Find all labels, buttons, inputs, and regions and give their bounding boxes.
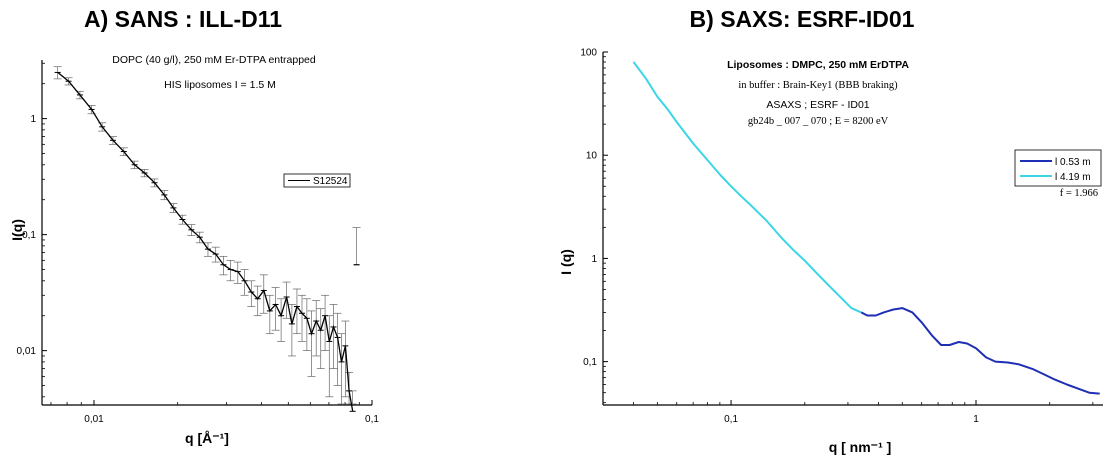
panel-b-series-line-1 bbox=[860, 307, 1100, 395]
panel-b-legend: l 0.53 m l 4.19 m bbox=[1014, 149, 1102, 187]
panel-b-y-label: I (q) bbox=[558, 249, 574, 275]
a-y-tick-label: 0,01 bbox=[17, 346, 37, 357]
panel-a-x-label: q [Å⁻¹] bbox=[185, 430, 229, 446]
panel-b-legend-label-1: l 0.53 m bbox=[1055, 157, 1091, 168]
panel-a-legend-box bbox=[283, 173, 351, 188]
panel-a-annotation-1: DOPC (40 g/l), 250 mM Er-DTPA entrapped bbox=[112, 54, 316, 66]
panel-a: A) SANS : ILL-D11 DOPC (40 g/l), 250 mM … bbox=[9, 6, 379, 446]
b-x-tick-label: 1 bbox=[973, 414, 979, 425]
panel-b-annotation-4: gb24b _ 007 _ 070 ; E = 8200 eV bbox=[748, 116, 889, 127]
panel-a-legend-label: S12524 bbox=[313, 176, 348, 187]
panel-a-x-axis-ticks: 0,01 0,1 bbox=[50, 400, 379, 425]
panel-a-legend: S12524 bbox=[283, 173, 351, 188]
panel-b-annotation-3: ASAXS ; ESRF - ID01 bbox=[766, 99, 869, 111]
panel-b-legend-label-2: l 4.19 m bbox=[1055, 172, 1091, 183]
panel-b-x-label: q [ nm⁻¹ ] bbox=[829, 439, 892, 455]
panel-b: B) SAXS: ESRF-ID01 Liposomes : DMPC, 250… bbox=[558, 6, 1103, 455]
a-y-tick-label: 1 bbox=[30, 114, 36, 125]
panel-b-legend-box bbox=[1014, 149, 1102, 187]
panel-b-series-line-2 bbox=[632, 61, 862, 314]
b-y-tick-label: 10 bbox=[586, 151, 598, 162]
panel-b-title: B) SAXS: ESRF-ID01 bbox=[690, 6, 915, 32]
panel-a-title: A) SANS : ILL-D11 bbox=[84, 6, 282, 32]
a-x-tick-label: 0,1 bbox=[365, 414, 379, 425]
b-y-tick-label: 0,1 bbox=[583, 357, 597, 368]
panel-b-annotation-2: in buffer : Brain-Key1 (BBB braking) bbox=[738, 80, 898, 91]
a-x-tick-label: 0,01 bbox=[84, 414, 104, 425]
b-y-tick-label: 1 bbox=[591, 254, 597, 265]
panel-a-y-label: I(q) bbox=[9, 219, 25, 241]
panel-b-x-axis-ticks: 0,1 1 bbox=[633, 400, 1094, 425]
panel-b-series bbox=[632, 61, 1100, 395]
panel-b-annotation-5: f = 1.966 bbox=[1060, 188, 1098, 199]
panel-a-series bbox=[53, 66, 361, 412]
b-y-tick-label: 100 bbox=[580, 48, 597, 59]
b-x-tick-label: 0,1 bbox=[724, 414, 738, 425]
panel-a-annotation-2: HIS liposomes I = 1.5 M bbox=[164, 79, 276, 91]
a-y-tick-label: 0,1 bbox=[22, 230, 36, 241]
panel-b-annotation-1: Liposomes : DMPC, 250 mM ErDTPA bbox=[727, 59, 909, 71]
panel-b-y-axis-ticks: 100 10 1 0,1 bbox=[580, 48, 608, 404]
